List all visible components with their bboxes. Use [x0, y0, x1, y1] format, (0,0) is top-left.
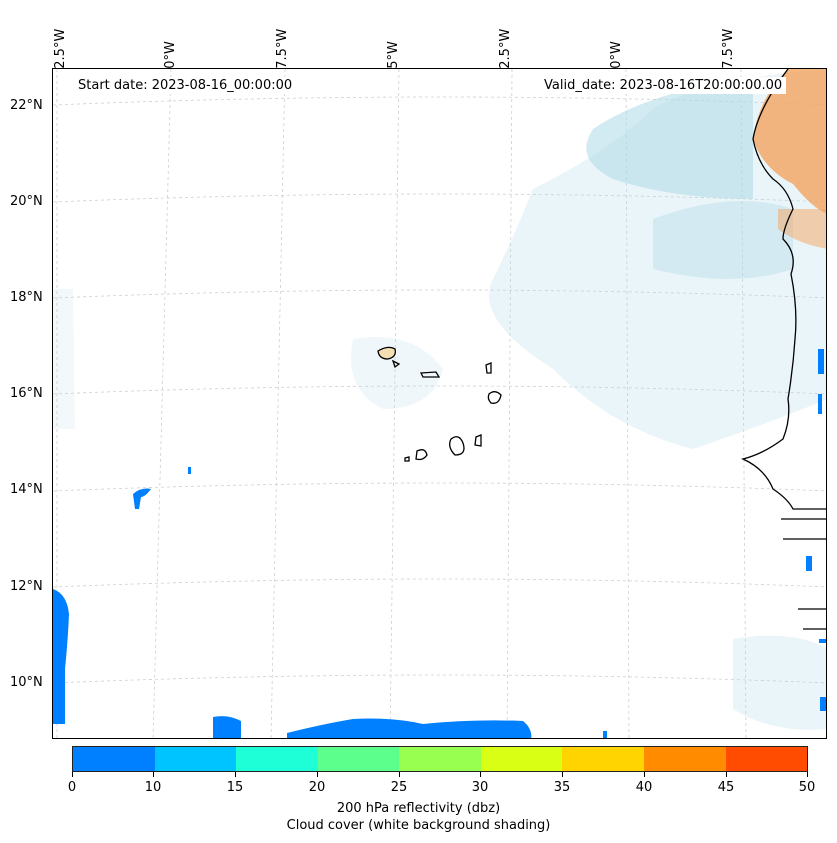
- colorbar-tick-label: 45: [717, 780, 735, 795]
- cloud-region: [586, 79, 753, 199]
- colorbar: [72, 746, 808, 772]
- land-warm: [778, 209, 826, 249]
- colorbar-tick-label: 0: [67, 780, 77, 795]
- colorbar-tick-label: 30: [471, 780, 489, 795]
- colorbar-tickmark: [399, 772, 400, 777]
- colorbar-tick-label: 15: [226, 780, 244, 795]
- island: [485, 362, 492, 374]
- colorbar-tickmark: [562, 772, 563, 777]
- colorbar-tick-label: 10: [144, 780, 162, 795]
- island: [449, 436, 465, 456]
- coastline-path: [741, 69, 826, 510]
- colorbar-subtitle: Cloud cover (white background shading): [286, 818, 551, 833]
- island: [391, 359, 401, 369]
- island: [404, 456, 410, 462]
- cloud-region: [53, 289, 75, 429]
- cloud-region: [653, 201, 793, 279]
- gridline-lon: [270, 69, 286, 738]
- colorbar-title: 200 hPa reflectivity (dbz): [336, 801, 501, 816]
- lat-label: 20°N: [10, 194, 43, 209]
- reflectivity-echoes: [53, 349, 826, 738]
- colorbar-tickmark: [72, 772, 73, 777]
- echo-region: [806, 556, 812, 571]
- colorbar-segment: [562, 747, 644, 771]
- lat-label: 18°N: [10, 290, 43, 305]
- gridline-lat: [53, 674, 826, 684]
- colorbar-segment: [236, 747, 318, 771]
- start-date-label: Start date: 2023-08-16_00:00:00: [74, 77, 297, 94]
- colorbar-segment: [399, 747, 481, 771]
- map-panel: [52, 68, 827, 739]
- colorbar-tick-label: 25: [390, 780, 408, 795]
- colorbar-segment: [73, 747, 155, 771]
- valid-date-label: Valid_date: 2023-08-16T20:00:00.00: [540, 77, 787, 94]
- island: [487, 391, 502, 404]
- echo-region: [53, 589, 69, 724]
- gridline-lon: [625, 69, 630, 738]
- island: [419, 371, 441, 378]
- colorbar-tick-label: 20: [308, 780, 326, 795]
- colorbar-segment: [317, 747, 400, 771]
- colorbar-segment: [154, 747, 237, 771]
- coastline-path: [781, 518, 826, 630]
- echo-region: [603, 731, 607, 738]
- colorbar-tickmark: [480, 772, 481, 777]
- gridline-lon: [740, 69, 747, 738]
- cloud-region: [733, 635, 826, 730]
- colorbar-tickmark: [807, 772, 808, 777]
- colorbar-tickmark: [153, 772, 154, 777]
- colorbar-tick-label: 50: [798, 780, 816, 795]
- echo-region: [818, 349, 824, 374]
- colorbar-segment: [725, 747, 808, 771]
- lat-label: 22°N: [10, 98, 43, 113]
- cloud-cover: [53, 69, 826, 730]
- map-canvas: [53, 69, 826, 738]
- echo-region: [213, 716, 241, 738]
- echo-region: [188, 467, 191, 474]
- colorbar-tick-label: 35: [553, 780, 571, 795]
- colorbar-tick-label: 40: [635, 780, 653, 795]
- colorbar-segment: [643, 747, 726, 771]
- colorbar-tickmark: [726, 772, 727, 777]
- colorbar-tickmark: [235, 772, 236, 777]
- gridline-lat: [53, 578, 826, 588]
- lat-label: 10°N: [10, 675, 43, 690]
- echo-region: [818, 394, 822, 414]
- colorbar-tickmark: [317, 772, 318, 777]
- echo-region: [820, 697, 826, 711]
- echo-region: [819, 639, 826, 643]
- cloud-region: [351, 337, 443, 409]
- gridline-lon: [152, 69, 172, 738]
- lat-label: 14°N: [10, 482, 43, 497]
- echo-region: [133, 488, 151, 509]
- island: [474, 434, 482, 447]
- echo-region: [287, 718, 532, 738]
- island: [377, 346, 396, 360]
- lat-label: 12°N: [10, 579, 43, 594]
- lat-label: 16°N: [10, 386, 43, 401]
- gridline-lon: [389, 69, 400, 738]
- land-warm: [753, 69, 826, 214]
- island: [415, 449, 428, 461]
- land-shading: [753, 69, 826, 249]
- colorbar-tickmark: [644, 772, 645, 777]
- gridline-lat: [53, 482, 826, 492]
- gridline-lon: [506, 69, 513, 738]
- coastline: [377, 69, 826, 630]
- colorbar-segment: [480, 747, 563, 771]
